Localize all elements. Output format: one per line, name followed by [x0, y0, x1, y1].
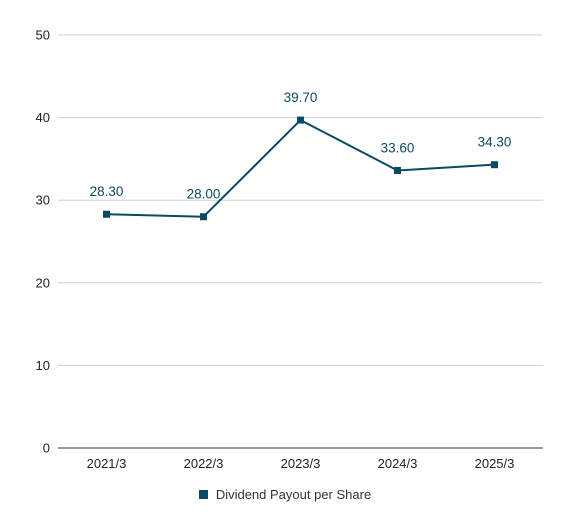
legend: Dividend Payout per Share [0, 487, 570, 502]
line-chart: 0 10 20 30 40 50 2021/3 2022/3 2023/3 2024/3 2025/… [36, 28, 543, 471]
y-tick-label: 10 [36, 358, 50, 373]
data-label: 28.30 [90, 184, 124, 199]
x-tick-label: 2022/3 [184, 456, 224, 471]
data-label: 33.60 [381, 140, 415, 155]
x-tick-label: 2023/3 [281, 456, 321, 471]
x-tick-label: 2021/3 [87, 456, 127, 471]
data-label: 39.70 [284, 90, 318, 105]
data-point-marker [103, 210, 110, 218]
data-label: 34.30 [478, 135, 512, 150]
y-tick-label: 30 [36, 193, 50, 208]
y-tick-label: 50 [36, 28, 50, 43]
x-tick-label: 2025/3 [475, 456, 515, 471]
data-point-marker [394, 166, 401, 174]
y-tick-label: 0 [43, 441, 50, 456]
y-tick-label: 40 [36, 110, 50, 125]
data-point-marker [491, 161, 498, 169]
legend-label: Dividend Payout per Share [215, 487, 372, 502]
x-tick-label: 2024/3 [378, 456, 418, 471]
data-point-marker [297, 116, 304, 124]
data-point-marker [200, 213, 207, 221]
series-line [106, 119, 495, 218]
data-label: 28.00 [187, 187, 221, 202]
legend-swatch-icon [198, 490, 208, 499]
y-tick-label: 20 [36, 275, 50, 290]
